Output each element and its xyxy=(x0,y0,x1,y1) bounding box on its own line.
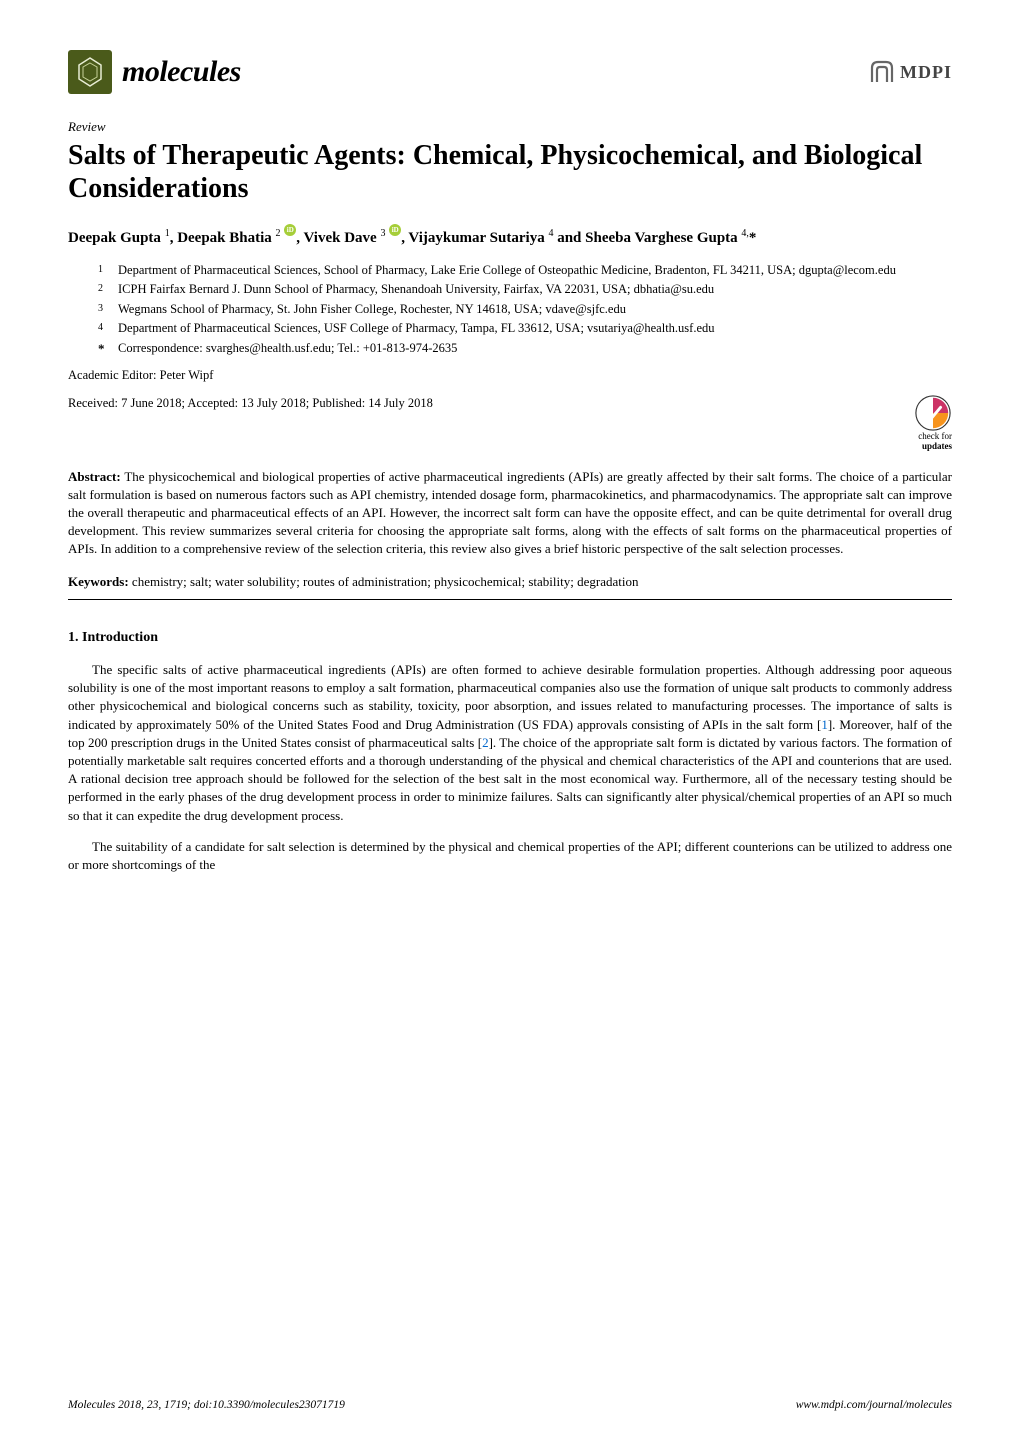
journal-logo: molecules xyxy=(68,50,241,94)
affiliation-marker: 2 xyxy=(98,281,118,299)
section-heading-intro: 1. Introduction xyxy=(68,628,952,648)
orcid-icon xyxy=(389,224,401,236)
footer-citation: Molecules 2018, 23, 1719; doi:10.3390/mo… xyxy=(68,1397,345,1414)
authors: Deepak Gupta 1, Deepak Bhatia 2 , Vivek … xyxy=(68,224,952,250)
abstract-label: Abstract: xyxy=(68,469,121,484)
mdpi-icon xyxy=(868,58,896,86)
affiliation-marker: 4 xyxy=(98,320,118,338)
affiliation-marker: 3 xyxy=(98,301,118,319)
publisher-logo: MDPI xyxy=(868,58,952,86)
affiliation-text: Wegmans School of Pharmacy, St. John Fis… xyxy=(118,301,952,319)
check-updates-icon xyxy=(914,394,952,432)
page: molecules MDPI Review Salts of Therapeut… xyxy=(0,0,1020,1442)
affiliation-marker: 1 xyxy=(98,262,118,280)
academic-editor: Academic Editor: Peter Wipf xyxy=(68,366,952,384)
affiliation-text: Department of Pharmaceutical Sciences, S… xyxy=(118,262,952,280)
affiliation-row: 1Department of Pharmaceutical Sciences, … xyxy=(98,262,952,280)
abstract-text: The physicochemical and biological prope… xyxy=(68,469,952,557)
affiliations: 1Department of Pharmaceutical Sciences, … xyxy=(68,262,952,358)
keywords: Keywords: chemistry; salt; water solubil… xyxy=(68,573,952,591)
keywords-label: Keywords: xyxy=(68,574,129,589)
journal-hex-icon xyxy=(68,50,112,94)
article-type: Review xyxy=(68,118,952,137)
article-title: Salts of Therapeutic Agents: Chemical, P… xyxy=(68,139,952,206)
footer: Molecules 2018, 23, 1719; doi:10.3390/mo… xyxy=(68,1397,952,1414)
affiliation-text: Department of Pharmaceutical Sciences, U… xyxy=(118,320,952,338)
check-updates-text2: updates xyxy=(914,442,952,452)
keywords-text: chemistry; salt; water solubility; route… xyxy=(132,574,639,589)
affiliation-row: *Correspondence: svarghes@health.usf.edu… xyxy=(98,340,952,358)
abstract: Abstract: The physicochemical and biolog… xyxy=(68,468,952,559)
intro-paragraph-1: The specific salts of active pharmaceuti… xyxy=(68,661,952,825)
check-updates-badge[interactable]: check for updates xyxy=(914,394,952,452)
affiliation-row: 3Wegmans School of Pharmacy, St. John Fi… xyxy=(98,301,952,319)
publisher-name: MDPI xyxy=(900,59,952,85)
affiliation-row: 2ICPH Fairfax Bernard J. Dunn School of … xyxy=(98,281,952,299)
affiliation-text: Correspondence: svarghes@health.usf.edu;… xyxy=(118,340,952,358)
ref-link-2[interactable]: 2 xyxy=(482,735,489,750)
dates-row: Received: 7 June 2018; Accepted: 13 July… xyxy=(68,394,952,452)
divider xyxy=(68,599,952,600)
intro-paragraph-2: The suitability of a candidate for salt … xyxy=(68,838,952,874)
affiliation-marker: * xyxy=(98,340,118,358)
ref-link-1[interactable]: 1 xyxy=(821,717,828,732)
pub-dates: Received: 7 June 2018; Accepted: 13 July… xyxy=(68,394,433,412)
header: molecules MDPI xyxy=(68,50,952,94)
affiliation-text: ICPH Fairfax Bernard J. Dunn School of P… xyxy=(118,281,952,299)
orcid-icon xyxy=(284,224,296,236)
footer-url: www.mdpi.com/journal/molecules xyxy=(796,1397,952,1414)
journal-name: molecules xyxy=(122,50,241,94)
affiliation-row: 4Department of Pharmaceutical Sciences, … xyxy=(98,320,952,338)
